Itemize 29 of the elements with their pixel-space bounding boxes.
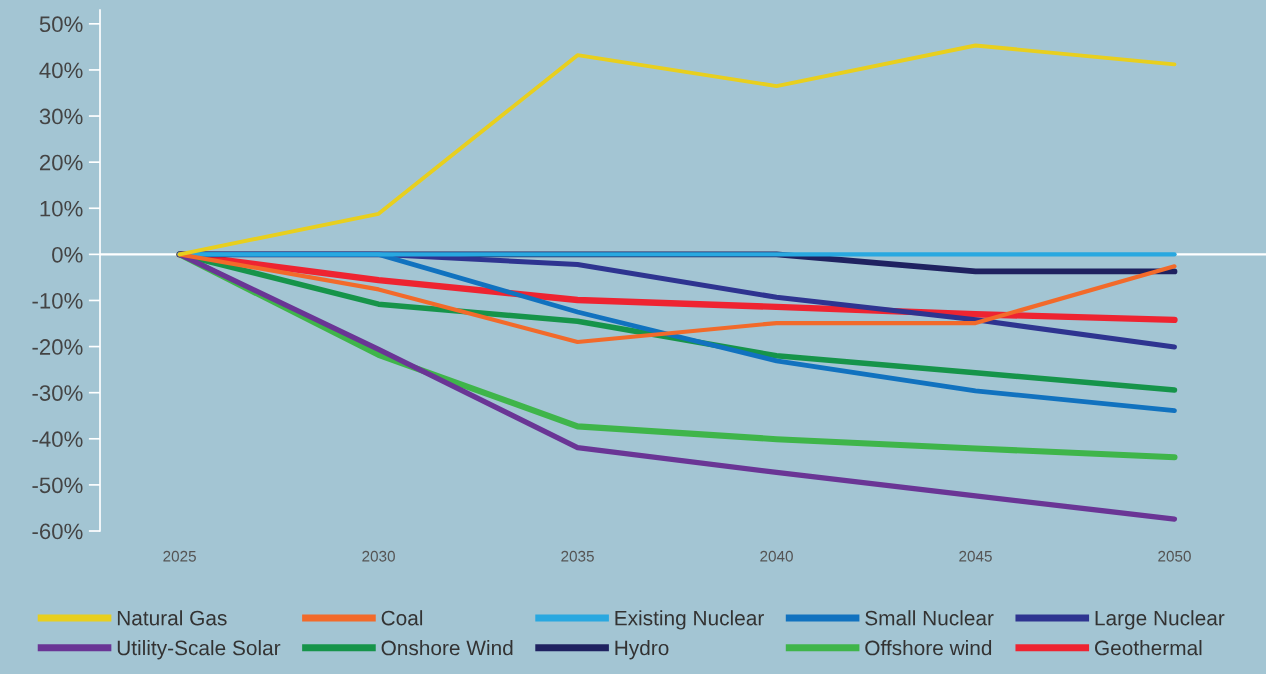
legend-label: Large Nuclear (1095, 610, 1225, 630)
x-tick-label: 2050 (1158, 550, 1191, 562)
y-tick-label: 30% (39, 108, 83, 125)
legend-label: Coal (381, 610, 423, 626)
x-tick-label: 2025 (163, 550, 196, 562)
legend-label: Hydro (615, 640, 669, 660)
legend-label: Existing Nuclear (615, 610, 764, 630)
x-tick-label: 2040 (760, 550, 793, 562)
y-tick-label: -10% (32, 293, 83, 309)
legend-label: Utility-Scale Solar (117, 640, 281, 660)
x-tick-label: 2035 (561, 550, 594, 562)
y-tick-label: 0% (52, 246, 83, 263)
y-tick-label: -50% (32, 477, 83, 494)
legend-label: Offshore wind (865, 640, 992, 656)
legend-label: Small Nuclear (865, 610, 994, 626)
y-tick-label: -60% (32, 523, 83, 540)
x-tick-label: 2030 (362, 550, 395, 562)
y-tick-label: 10% (40, 200, 83, 217)
line-series (177, 43, 1177, 257)
y-tick-label: 20% (39, 154, 83, 171)
y-tick-label: 50% (39, 16, 83, 33)
y-tick-label: -30% (32, 385, 83, 401)
y-tick-label: -20% (32, 339, 83, 355)
legend-label: Onshore Wind (381, 640, 513, 656)
x-tick-label: 2045 (959, 550, 992, 562)
legend-label: Geothermal (1094, 640, 1202, 656)
y-tick-label: -40% (32, 431, 83, 448)
y-tick-label: 40% (39, 62, 83, 79)
legend-label: Natural Gas (117, 610, 227, 626)
